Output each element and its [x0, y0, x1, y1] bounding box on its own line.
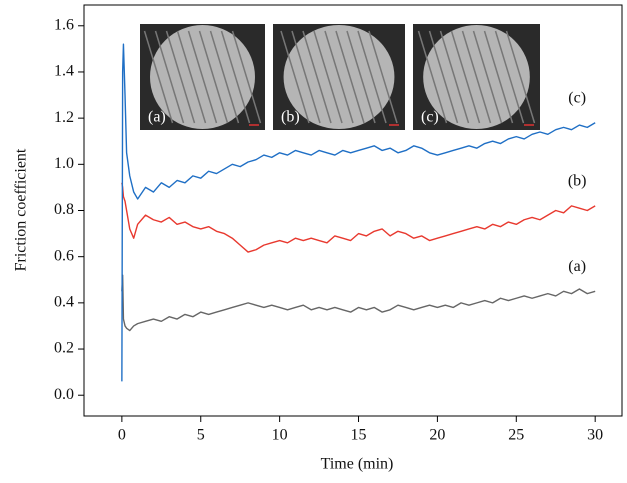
series-label: (b): [568, 173, 587, 190]
x-tick-label: 5: [197, 427, 205, 444]
series-line: [122, 275, 595, 330]
y-tick-label: 1.2: [54, 109, 74, 126]
inset-label: (a): [148, 109, 166, 126]
y-tick-label: 1.0: [54, 155, 74, 172]
x-tick-label: 25: [508, 427, 524, 444]
series-label: (a): [568, 258, 586, 275]
x-tick-label: 10: [272, 427, 288, 444]
y-tick-label: 1.6: [54, 16, 74, 33]
x-tick-label: 30: [587, 427, 603, 444]
y-axis-label: Friction coefficient: [13, 148, 30, 271]
y-tick-label: 0.4: [54, 294, 74, 311]
series-label: (c): [568, 89, 586, 106]
inset-label: (b): [281, 109, 300, 126]
x-tick-label: 15: [351, 427, 367, 444]
y-tick-label: 0.0: [54, 386, 74, 403]
x-tick-label: 20: [429, 427, 445, 444]
series-line: [122, 183, 595, 252]
chart: Time (min) Friction coefficient 0.0 0.2 0.…: [0, 0, 627, 483]
inset-label: (c): [421, 109, 439, 126]
y-tick-label: 1.4: [54, 63, 74, 80]
x-tick-label: 0: [118, 427, 126, 444]
x-axis-label: Time (min): [321, 456, 394, 473]
y-tick-label: 0.8: [54, 201, 74, 218]
y-tick-label: 0.2: [54, 340, 74, 357]
y-tick-label: 0.6: [54, 247, 74, 264]
